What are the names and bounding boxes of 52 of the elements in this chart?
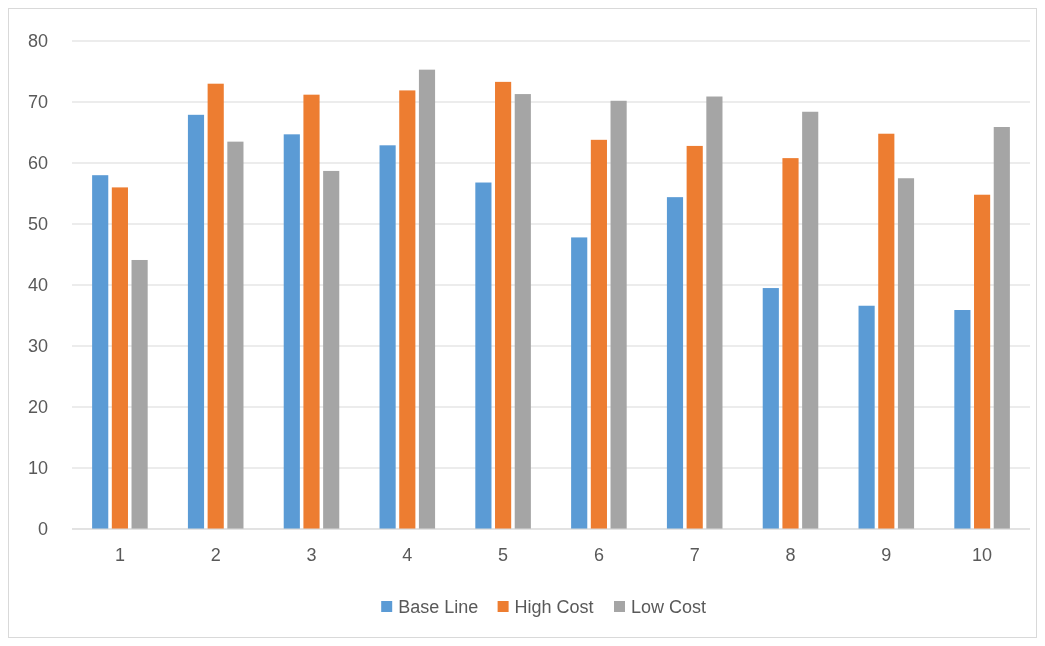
legend-label: Base Line [398, 597, 479, 617]
bar [323, 170, 340, 529]
y-tick-label: 60 [27, 153, 48, 174]
bar [514, 94, 531, 529]
x-tick-label: 2 [210, 545, 221, 565]
y-tick-label: 80 [27, 31, 48, 52]
bar [666, 197, 684, 529]
bar [686, 145, 703, 529]
y-tick-label: 20 [27, 397, 48, 418]
x-tick-label: 3 [306, 545, 317, 565]
bar [418, 69, 436, 529]
bar [92, 175, 109, 529]
bar [111, 187, 128, 529]
bar [207, 83, 224, 529]
bar [897, 178, 915, 529]
x-tick-label: 7 [689, 545, 700, 565]
y-tick-label: 30 [27, 336, 48, 357]
x-tick-label: 8 [785, 545, 796, 565]
x-tick-label: 4 [402, 545, 413, 565]
x-tick-label: 1 [114, 545, 125, 565]
bar [974, 194, 991, 529]
bar [782, 158, 799, 529]
legend-label: High Cost [514, 597, 594, 617]
x-tick-label: 6 [593, 545, 604, 565]
x-tick-label: 10 [972, 545, 993, 565]
bar [131, 259, 148, 529]
bar [858, 305, 875, 529]
y-tick-label: 50 [27, 214, 48, 235]
bar [475, 182, 492, 529]
legend-label: Low Cost [631, 597, 707, 617]
bar [187, 114, 205, 529]
bar [571, 237, 588, 529]
bar [802, 111, 819, 529]
y-tick-label: 10 [27, 458, 48, 479]
bar [706, 96, 723, 529]
bar [762, 288, 779, 529]
y-tick-label: 70 [27, 92, 48, 113]
y-tick-label: 0 [37, 519, 48, 540]
bar [379, 145, 396, 529]
bar [399, 90, 416, 529]
bar [993, 127, 1010, 529]
bar [954, 310, 971, 529]
y-tick-label: 40 [27, 275, 48, 296]
bar [610, 100, 627, 529]
x-tick-label: 9 [881, 545, 892, 565]
bar [303, 94, 320, 529]
bar [590, 139, 607, 529]
bar [227, 141, 244, 529]
bar [878, 133, 895, 529]
x-tick-label: 5 [498, 545, 509, 565]
bar [283, 134, 300, 529]
bar [495, 81, 512, 529]
